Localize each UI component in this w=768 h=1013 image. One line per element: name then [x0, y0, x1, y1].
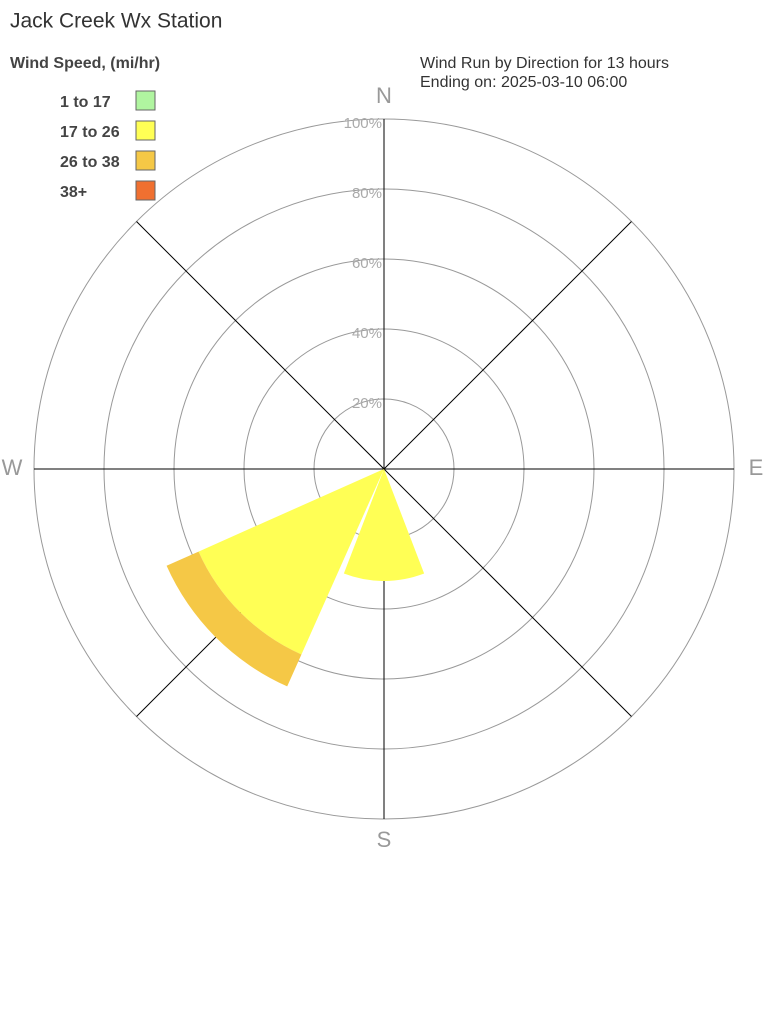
wedge-segment — [166, 551, 302, 687]
legend-label: 17 to 26 — [60, 124, 120, 141]
legend-label: 38+ — [60, 184, 87, 201]
ring-label: 100% — [344, 115, 382, 132]
spoke — [383, 221, 632, 470]
ring-label: 80% — [352, 185, 382, 202]
subtitle: Wind Run by Direction for 13 hours — [420, 55, 669, 72]
legend-swatch — [135, 120, 156, 141]
wedge-segment — [198, 469, 384, 655]
ring-label: 40% — [352, 325, 382, 342]
legend-label: 1 to 17 — [60, 94, 111, 111]
legend-swatch — [135, 150, 156, 171]
ring-label: 20% — [352, 395, 382, 412]
compass-label: W — [2, 455, 23, 480]
wedge-segment — [343, 469, 425, 582]
legend-swatch — [135, 90, 156, 111]
compass-label: E — [749, 455, 764, 480]
compass-label: N — [376, 83, 392, 108]
legend-swatch — [135, 180, 156, 201]
spoke — [136, 221, 385, 470]
spoke — [383, 468, 632, 717]
ring-label: 60% — [352, 255, 382, 272]
legend-label: 26 to 38 — [60, 154, 120, 171]
compass-label: S — [377, 827, 392, 852]
subtitle: Ending on: 2025-03-10 06:00 — [420, 74, 627, 91]
chart-title: Jack Creek Wx Station — [10, 10, 222, 33]
legend-title: Wind Speed, (mi/hr) — [10, 55, 160, 72]
